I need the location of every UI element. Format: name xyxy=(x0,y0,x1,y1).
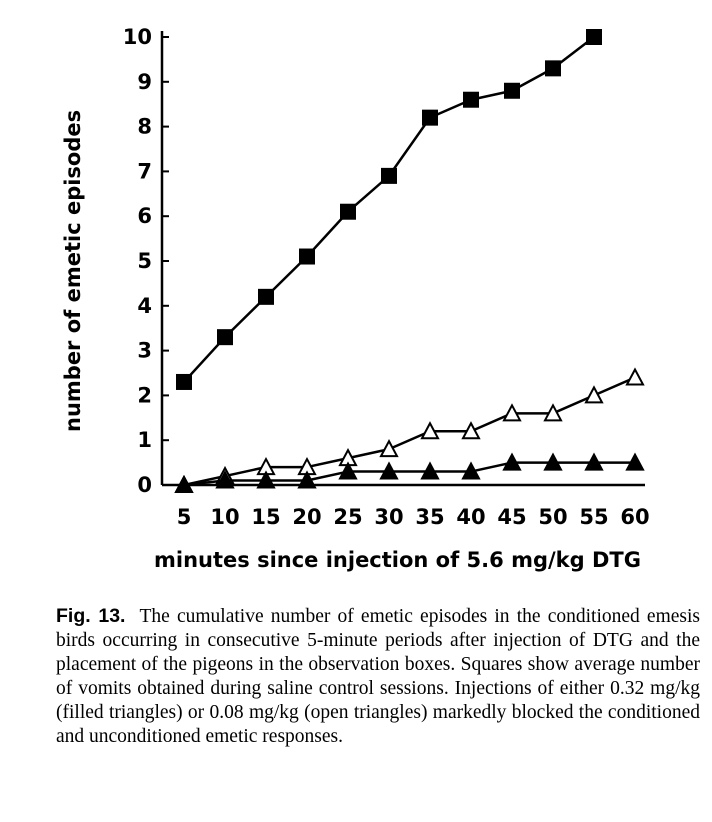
data-point-open-triangle xyxy=(379,439,399,458)
x-tick-label: 25 xyxy=(333,505,362,529)
x-tick-label: 40 xyxy=(456,505,485,529)
data-point-filled-triangle xyxy=(420,461,440,480)
data-point-square xyxy=(217,329,233,346)
data-series xyxy=(174,29,645,493)
data-point-filled-triangle xyxy=(584,452,604,471)
data-point-filled-triangle xyxy=(625,452,645,471)
data-point-square xyxy=(586,29,602,45)
x-tick-label: 50 xyxy=(538,505,567,529)
x-tick-labels: 5 10 15 20 25 30 35 40 45 50 55 60 xyxy=(177,505,650,529)
data-point-open-triangle xyxy=(584,385,604,404)
y-tick-label: 9 xyxy=(137,70,152,94)
data-point-open-triangle xyxy=(625,367,645,386)
data-point-filled-triangle xyxy=(461,461,481,480)
data-point-square xyxy=(422,109,438,126)
x-tick-label: 55 xyxy=(579,505,608,529)
figure-label: Fig. 13. xyxy=(56,605,126,627)
y-tick-label: 7 xyxy=(137,159,152,183)
data-point-square xyxy=(299,248,315,265)
y-tick-label: 4 xyxy=(137,294,152,318)
data-point-open-triangle xyxy=(502,403,522,422)
data-point-filled-triangle xyxy=(502,452,522,471)
data-point-filled-triangle xyxy=(256,470,276,489)
x-tick-label: 5 xyxy=(177,505,192,529)
series-open-triangle xyxy=(174,367,645,493)
x-tick-label: 60 xyxy=(620,505,649,529)
data-point-square xyxy=(381,167,397,184)
data-point-square xyxy=(176,373,192,390)
data-point-open-triangle xyxy=(461,421,481,440)
data-point-filled-triangle xyxy=(338,461,358,480)
data-point-filled-triangle xyxy=(174,474,194,493)
data-point-open-triangle xyxy=(420,421,440,440)
data-point-square xyxy=(545,60,561,77)
y-tick-label: 0 xyxy=(137,473,152,497)
series-line xyxy=(183,36,595,383)
x-tick-label: 30 xyxy=(374,505,403,529)
y-tick-labels: 0 1 2 3 4 5 6 7 8 9 10 xyxy=(123,25,169,497)
series-line xyxy=(183,376,636,487)
caption-text: The cumulative number of emetic episodes… xyxy=(56,606,701,747)
y-axis-label: number of emetic episodes xyxy=(61,110,85,432)
data-point-filled-triangle xyxy=(297,470,317,489)
data-point-filled-triangle xyxy=(379,461,399,480)
y-tick-label: 5 xyxy=(137,249,152,273)
y-tick-label: 10 xyxy=(123,25,152,49)
data-point-square xyxy=(340,203,356,220)
y-tick-label: 3 xyxy=(137,339,152,363)
series-line xyxy=(183,461,635,487)
x-tick-label: 45 xyxy=(497,505,526,529)
y-tick-label: 6 xyxy=(137,204,152,228)
x-tick-label: 20 xyxy=(292,505,321,529)
x-tick-label: 15 xyxy=(251,505,280,529)
series-filled-triangle xyxy=(174,452,645,493)
figure-caption: Fig. 13. The cumulative number of emetic … xyxy=(56,604,700,749)
data-point-filled-triangle xyxy=(215,470,235,489)
y-tick-label: 1 xyxy=(137,428,152,452)
x-axis-label: minutes since injection of 5.6 mg/kg DTG xyxy=(154,548,641,572)
data-point-square xyxy=(463,91,479,108)
x-tick-label: 10 xyxy=(210,505,239,529)
y-tick-label: 8 xyxy=(137,115,152,139)
data-point-filled-triangle xyxy=(543,452,563,471)
data-point-square xyxy=(258,288,274,305)
series-filled-square xyxy=(176,29,602,390)
data-point-square xyxy=(504,82,520,99)
x-tick-label: 35 xyxy=(415,505,444,529)
y-tick-label: 2 xyxy=(137,383,152,407)
axes xyxy=(160,31,645,487)
data-point-open-triangle xyxy=(543,403,563,422)
